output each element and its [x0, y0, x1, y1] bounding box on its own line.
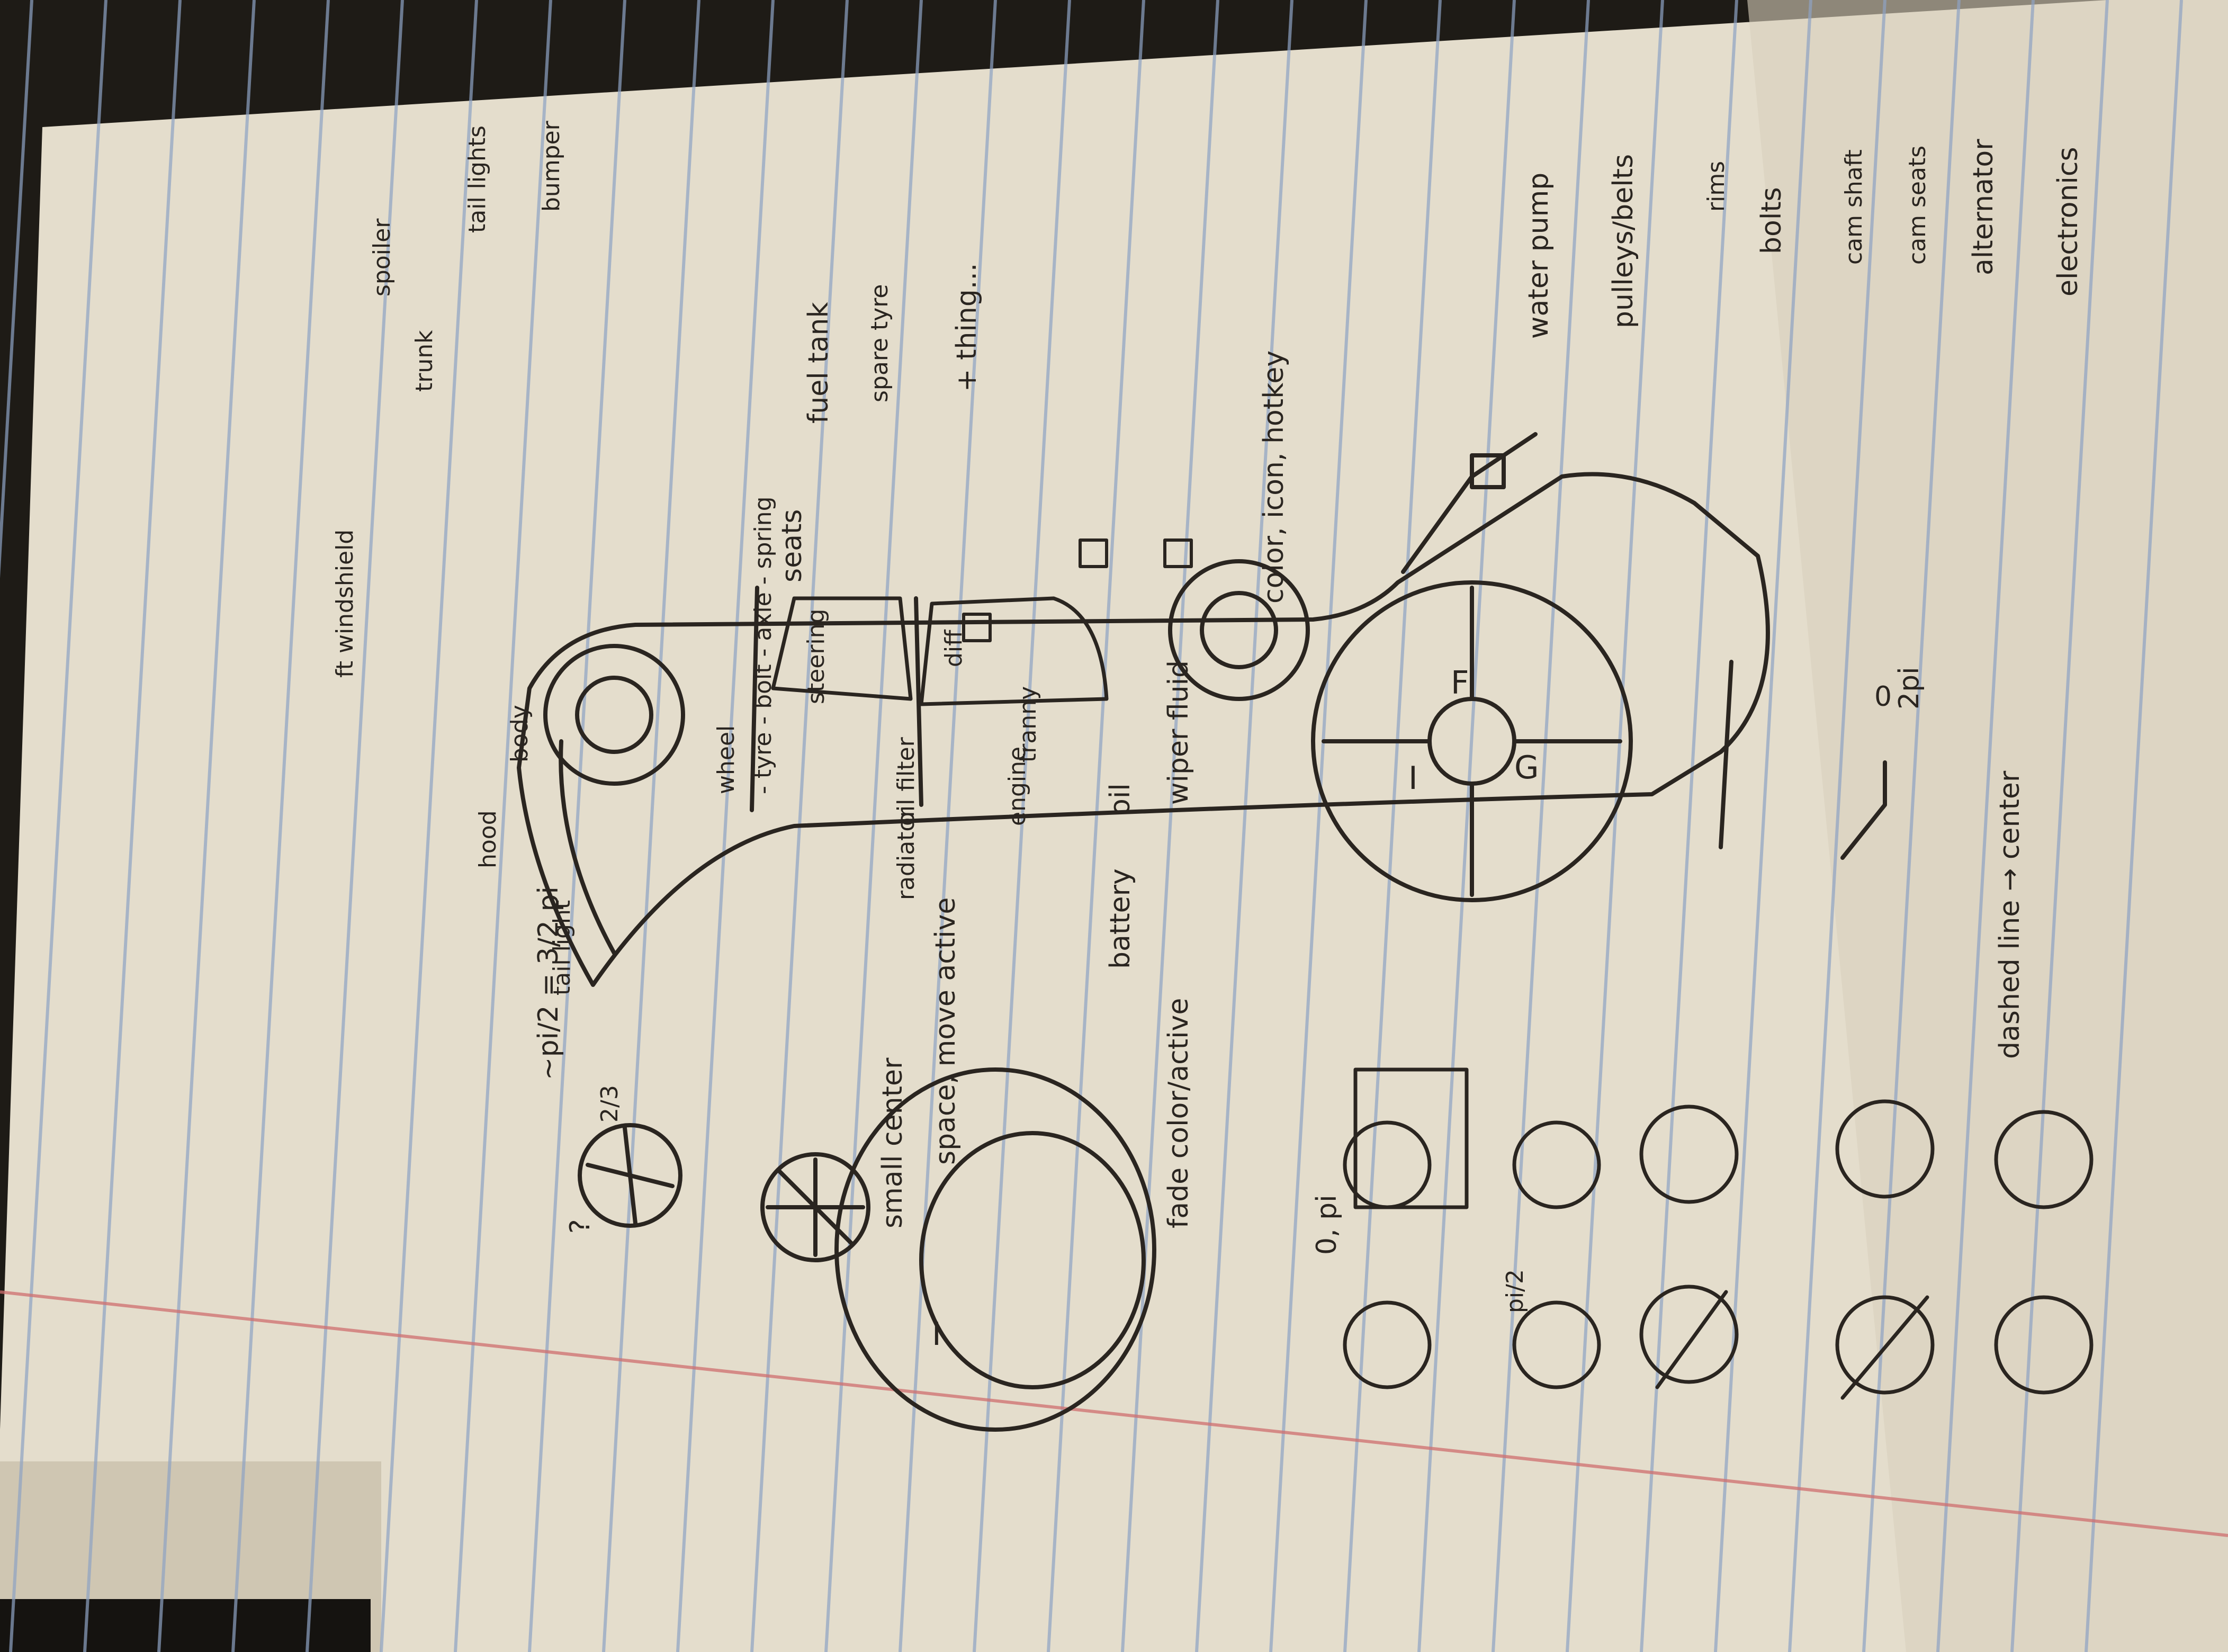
ruled-line	[2085, 0, 2183, 1652]
ruled-line	[1492, 0, 1590, 1652]
checkbox-sketches	[962, 538, 1193, 642]
ruled-line	[9, 0, 107, 1652]
ruled-line	[899, 0, 997, 1652]
radial-menu-sketch	[834, 1067, 1156, 1432]
ruled-line	[1788, 0, 1886, 1652]
ruled-line	[454, 0, 552, 1652]
ruled-line	[1121, 0, 1219, 1652]
ruled-line	[824, 0, 923, 1652]
ruled-line	[157, 0, 256, 1652]
ruled-line	[1417, 0, 1516, 1652]
ruled-line	[1047, 0, 1145, 1652]
ruled-line	[1714, 0, 1812, 1652]
ruled-line	[1269, 0, 1368, 1652]
ruled-line	[602, 0, 700, 1652]
ruled-line	[2010, 0, 2109, 1652]
margin-line	[0, 1290, 2228, 1537]
ruled-line	[1640, 0, 1738, 1652]
ruled-line	[0, 0, 33, 579]
angle-diagram	[1719, 660, 1887, 860]
ruled-line	[306, 0, 404, 1652]
radial-menu-icon	[1311, 580, 1633, 902]
ruled-line	[1195, 0, 1293, 1652]
menu-box-sketch	[1353, 1067, 1469, 1209]
ruled-line	[1936, 0, 2035, 1652]
pie-slice-icon	[578, 1123, 870, 1262]
car-sketch-icon	[517, 432, 1770, 987]
ruled-line	[83, 0, 182, 1652]
ruled-line	[676, 0, 775, 1652]
ruled-line	[231, 0, 330, 1652]
ruled-line	[1862, 0, 1961, 1652]
pie-row	[1343, 1099, 2094, 1400]
ruled-line	[380, 0, 478, 1652]
ruled-line	[528, 0, 626, 1652]
